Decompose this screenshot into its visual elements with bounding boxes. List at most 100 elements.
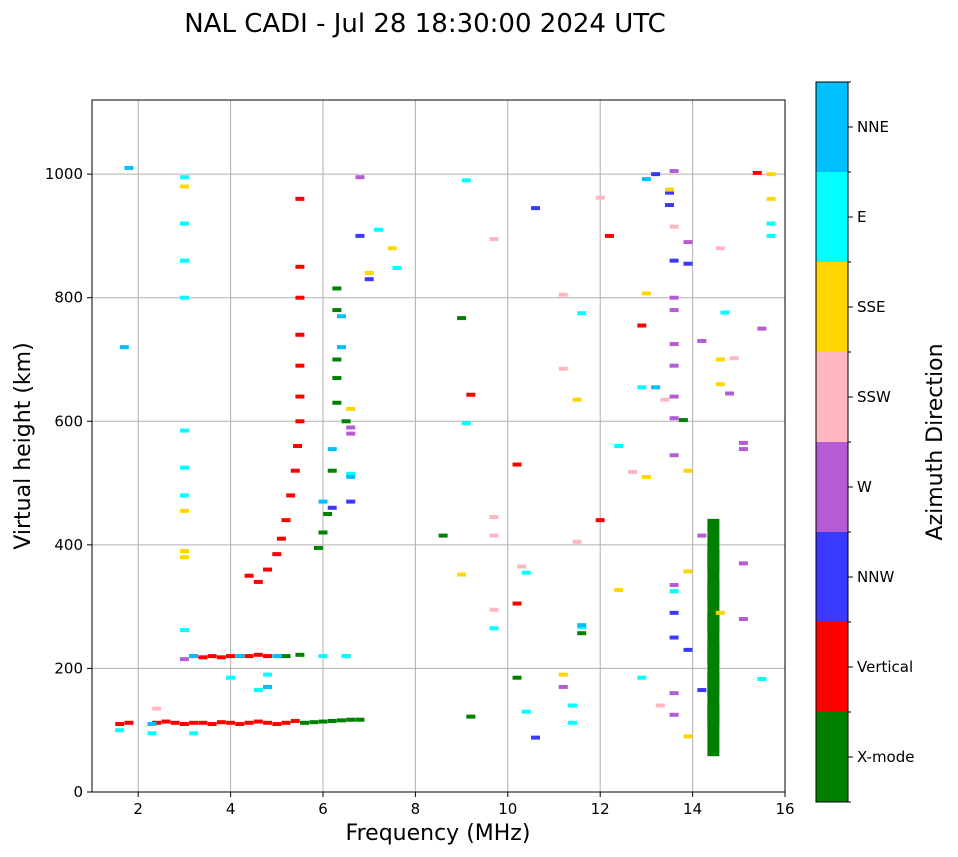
data-point [272, 722, 282, 727]
data-point [738, 440, 748, 445]
colorbar-tick-label: SSE [857, 298, 886, 316]
data-point [332, 376, 342, 381]
data-point [558, 366, 568, 371]
data-point [332, 308, 342, 313]
colorbar-tick-label: NNW [857, 568, 894, 586]
series-ssw [152, 195, 739, 711]
data-point [517, 564, 527, 569]
data-point [355, 717, 365, 722]
data-point [531, 206, 541, 211]
data-point [665, 187, 674, 192]
data-point [336, 345, 346, 350]
data-point [216, 720, 226, 725]
colorbar-frame [815, 81, 849, 803]
data-point [614, 587, 624, 592]
colorbar-tick-label: NNE [857, 118, 889, 136]
data-point [364, 277, 374, 282]
data-point [683, 468, 693, 473]
data-point [179, 465, 189, 470]
x-tick-label: 12 [591, 800, 610, 818]
data-point [512, 462, 522, 467]
data-point [729, 356, 739, 361]
data-point [336, 314, 346, 319]
data-point [147, 722, 157, 727]
data-point [263, 654, 273, 659]
data-point [244, 720, 254, 725]
data-point [189, 720, 199, 725]
colorbar-tick-label: W [857, 478, 872, 496]
data-point [577, 623, 587, 628]
x-tick-label: 16 [775, 800, 794, 818]
data-point [720, 310, 730, 315]
data-point [119, 345, 129, 350]
data-point [179, 628, 189, 633]
data-point [281, 654, 291, 659]
data-point [346, 425, 356, 430]
data-point [300, 720, 310, 725]
data-point [641, 177, 651, 182]
y-tick-label: 0 [73, 783, 83, 801]
data-point [715, 357, 725, 362]
colorbar-swatch [816, 442, 848, 532]
data-point [263, 720, 273, 725]
data-point [179, 295, 189, 300]
data-point [392, 266, 402, 271]
data-point [147, 731, 157, 736]
data-layer [115, 165, 776, 757]
series-vertical [115, 170, 762, 727]
y-tick-label: 400 [54, 536, 83, 554]
data-point [628, 469, 638, 474]
data-point [669, 169, 679, 174]
data-point [346, 431, 356, 436]
data-point [715, 246, 725, 251]
data-point [332, 357, 342, 362]
data-point [531, 735, 541, 740]
data-point [665, 203, 674, 208]
colorbar-swatch [816, 712, 848, 802]
data-point [669, 453, 679, 458]
y-tick-label: 1000 [45, 165, 83, 183]
data-point [336, 718, 346, 723]
y-axis-label: Virtual height (km) [11, 342, 36, 549]
colorbar-swatch [816, 262, 848, 352]
data-point [152, 706, 162, 711]
data-point [115, 722, 125, 727]
data-point [707, 518, 720, 571]
data-point [295, 295, 305, 300]
data-point [669, 416, 679, 421]
colorbar-swatch [816, 352, 848, 442]
data-point [327, 468, 337, 473]
data-point [332, 286, 342, 291]
data-point [179, 428, 189, 433]
data-point [341, 419, 351, 424]
colorbar-label: Azimuth Direction [923, 343, 948, 540]
data-point [290, 468, 300, 473]
data-point [725, 391, 735, 396]
colorbar-swatch [816, 172, 848, 262]
data-point [313, 545, 323, 550]
data-point [179, 508, 189, 513]
data-point [124, 165, 134, 170]
data-point [295, 332, 305, 337]
data-point [489, 515, 499, 520]
data-point [286, 493, 296, 498]
data-point [669, 363, 679, 368]
colorbar: X-mode Vertical NNW W SSW SSE E NNE [815, 81, 914, 803]
data-point [263, 567, 273, 572]
data-point [327, 505, 337, 510]
data-point [216, 655, 226, 660]
data-point [715, 382, 725, 387]
data-point [179, 184, 189, 189]
colorbar-swatch [816, 622, 848, 712]
data-point [669, 635, 679, 640]
series-nnw [327, 172, 707, 740]
data-point [189, 731, 199, 736]
series-x-mode [281, 286, 720, 757]
axis-layer: 2 4 6 8 10 12 14 16 0 200 400 600 800 1000 [45, 165, 795, 818]
series-sse [179, 172, 776, 739]
data-point [272, 552, 282, 557]
data-point [152, 720, 162, 725]
y-tick-label: 600 [54, 412, 83, 430]
data-point [669, 258, 679, 263]
colorbar-tick-label: X-mode [857, 748, 914, 766]
